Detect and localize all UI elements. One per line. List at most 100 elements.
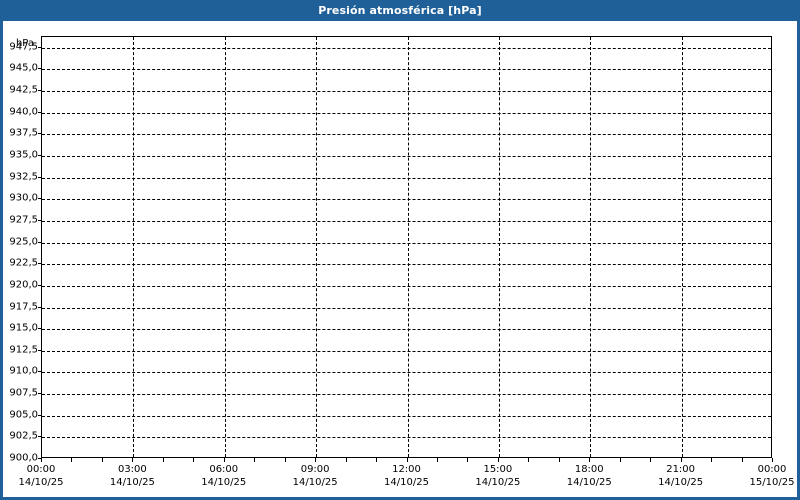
x-tick-time: 00:00 xyxy=(757,464,787,475)
x-tick-label: 21:00 14/10/25 xyxy=(646,463,716,489)
y-tick-label: 940,0 xyxy=(9,106,38,118)
x-tick-date: 14/10/25 xyxy=(109,477,155,488)
x-tick-mark xyxy=(101,458,103,462)
y-tick-mark xyxy=(38,133,42,135)
x-tick-mark xyxy=(345,458,347,462)
y-tick-label: 932,5 xyxy=(9,171,38,183)
x-tick-mark xyxy=(132,458,134,462)
y-tick-mark xyxy=(38,414,42,416)
x-tick-time: 18:00 xyxy=(574,464,604,475)
y-tick-mark xyxy=(38,241,42,243)
x-tick-mark xyxy=(193,458,195,462)
x-tick-date: 14/10/25 xyxy=(475,477,521,488)
x-tick-mark xyxy=(528,458,530,462)
x-tick-mark xyxy=(619,458,621,462)
y-tick-mark xyxy=(38,68,42,70)
x-tick-label: 09:00 14/10/25 xyxy=(280,463,350,489)
x-tick-mark xyxy=(467,458,469,462)
x-tick-label: 03:00 14/10/25 xyxy=(97,463,167,489)
gridline-vertical xyxy=(133,37,135,457)
x-tick-time: 15:00 xyxy=(483,464,513,475)
y-tick-label: 930,0 xyxy=(9,192,38,204)
gridline-horizontal xyxy=(42,285,771,287)
gridline-vertical xyxy=(681,37,683,457)
gridline-horizontal xyxy=(42,242,771,244)
y-tick-mark xyxy=(38,349,42,351)
x-tick-mark xyxy=(436,458,438,462)
y-tick-mark xyxy=(38,111,42,113)
x-tick-mark xyxy=(589,458,591,462)
gridline-horizontal xyxy=(42,177,771,179)
gridline-horizontal xyxy=(42,437,771,439)
gridline-horizontal xyxy=(42,329,771,331)
gridline-vertical xyxy=(590,37,592,457)
x-tick-mark xyxy=(741,458,743,462)
y-tick-mark xyxy=(38,284,42,286)
x-tick-label: 15:00 14/10/25 xyxy=(463,463,533,489)
y-tick-label: 947,5 xyxy=(9,41,38,53)
gridline-horizontal xyxy=(42,394,771,396)
gridline-horizontal xyxy=(42,91,771,93)
y-tick-label: 920,0 xyxy=(9,279,38,291)
x-tick-date: 14/10/25 xyxy=(201,477,247,488)
y-tick-label: 937,5 xyxy=(9,127,38,139)
gridline-horizontal xyxy=(42,415,771,417)
x-tick-date: 14/10/25 xyxy=(292,477,338,488)
y-tick-label: 915,0 xyxy=(9,322,38,334)
x-tick-label: 00:00 15/10/25 xyxy=(737,463,800,489)
y-tick-mark xyxy=(38,328,42,330)
x-tick-mark xyxy=(41,458,42,462)
gridline-horizontal xyxy=(42,47,771,49)
y-tick-label: 905,0 xyxy=(9,409,38,421)
y-tick-label: 925,0 xyxy=(9,236,38,248)
y-tick-label: 900,0 xyxy=(9,452,38,464)
x-tick-label: 18:00 14/10/25 xyxy=(554,463,624,489)
x-tick-time: 00:00 xyxy=(26,464,56,475)
gridline-horizontal xyxy=(42,350,771,352)
x-tick-mark xyxy=(315,458,317,462)
x-tick-date: 14/10/25 xyxy=(18,477,64,488)
x-tick-time: 09:00 xyxy=(300,464,330,475)
x-tick-mark xyxy=(284,458,286,462)
y-tick-mark xyxy=(38,176,42,178)
x-tick-time: 03:00 xyxy=(117,464,147,475)
x-tick-mark xyxy=(254,458,256,462)
x-tick-date: 15/10/25 xyxy=(749,477,795,488)
y-tick-label: 907,5 xyxy=(9,387,38,399)
y-tick-mark xyxy=(38,198,42,200)
y-tick-mark xyxy=(38,458,42,459)
y-tick-mark xyxy=(38,155,42,157)
y-tick-label: 927,5 xyxy=(9,214,38,226)
gridline-horizontal xyxy=(42,69,771,71)
x-tick-mark xyxy=(223,458,225,462)
y-axis-unit-label: hPa xyxy=(15,38,34,49)
y-tick-label: 902,5 xyxy=(9,430,38,442)
x-tick-mark xyxy=(772,458,773,462)
x-tick-date: 14/10/25 xyxy=(658,477,704,488)
x-tick-mark xyxy=(71,458,73,462)
window-title-bar: Presión atmosférica [hPa] xyxy=(0,0,800,21)
x-tick-time: 12:00 xyxy=(392,464,421,475)
x-tick-mark xyxy=(650,458,652,462)
y-tick-mark xyxy=(38,263,42,265)
gridline-vertical xyxy=(224,37,226,457)
x-tick-label: 00:00 14/10/25 xyxy=(6,463,76,489)
gridline-vertical xyxy=(316,37,318,457)
y-tick-mark xyxy=(38,90,42,92)
y-tick-label: 917,5 xyxy=(9,301,38,312)
y-tick-mark xyxy=(38,219,42,221)
y-tick-label: 910,0 xyxy=(9,365,38,377)
gridline-horizontal xyxy=(42,112,771,114)
gridline-horizontal xyxy=(42,307,771,309)
y-tick-label: 912,5 xyxy=(9,344,38,356)
x-tick-label: 12:00 14/10/25 xyxy=(372,463,442,489)
x-tick-date: 14/10/25 xyxy=(566,477,612,488)
y-tick-mark xyxy=(38,46,42,48)
y-tick-label: 942,5 xyxy=(9,84,38,96)
y-tick-label: 922,5 xyxy=(9,257,38,269)
y-tick-mark xyxy=(38,436,42,438)
x-tick-mark xyxy=(406,458,408,462)
x-tick-label: 06:00 14/10/25 xyxy=(189,463,259,489)
y-tick-mark xyxy=(38,393,42,395)
